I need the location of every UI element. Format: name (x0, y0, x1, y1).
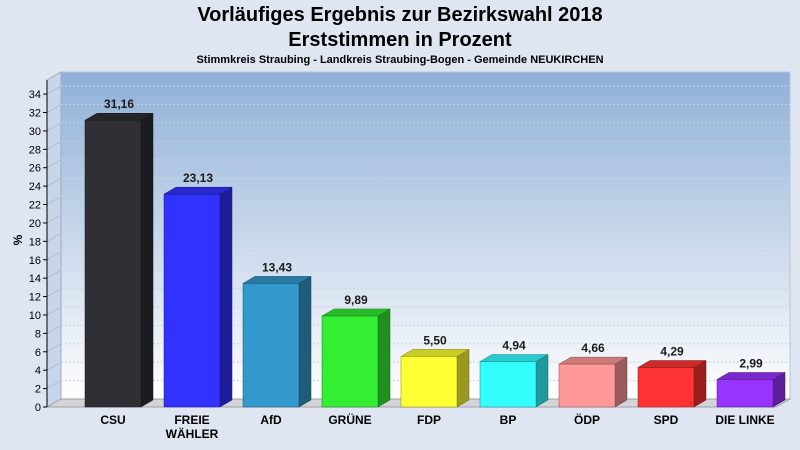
gridline-side (46, 214, 62, 224)
bar-front (242, 283, 300, 408)
bar-side (535, 354, 549, 408)
y-tick-label: 10 (29, 310, 41, 322)
y-tick-label: 2 (35, 384, 41, 396)
bar-front (637, 367, 695, 408)
value-label: 13,43 (262, 260, 292, 274)
y-tick-label: 24 (29, 181, 41, 193)
y-tick-label: 14 (29, 273, 41, 285)
gridline-side (46, 288, 62, 298)
y-tick-label: 34 (29, 89, 41, 101)
bar-top (716, 372, 786, 380)
bar (163, 186, 233, 408)
y-tick-label: 20 (29, 218, 41, 230)
gridline-side (46, 306, 62, 316)
y-tick-label: 4 (35, 365, 41, 377)
category-label: AfD (260, 413, 282, 427)
plot-side-wall (46, 71, 62, 408)
bar-front (558, 363, 616, 408)
bar (242, 275, 312, 408)
bar (400, 348, 470, 408)
gridline-side (46, 196, 62, 205)
y-tick-label: 6 (35, 347, 41, 359)
bar-top (163, 186, 233, 195)
category-label: GRÜNE (328, 412, 371, 427)
bar-side (693, 360, 707, 408)
category-label: CSU (100, 413, 125, 427)
value-label: 31,16 (104, 97, 134, 111)
bar (716, 372, 786, 408)
bar-side (140, 112, 154, 408)
category-label: BP (500, 413, 517, 427)
value-label: 4,29 (660, 345, 684, 359)
bar-front (321, 315, 379, 408)
y-tick-label: 22 (29, 200, 41, 212)
bar-top (637, 360, 707, 368)
value-label: 2,99 (739, 356, 763, 370)
value-label: 5,50 (423, 333, 447, 347)
y-tick-label: 26 (29, 163, 41, 175)
category-label: ÖDP (574, 412, 600, 427)
bars (84, 112, 786, 408)
gridline-side (46, 232, 62, 242)
gridline-side (46, 324, 62, 334)
bar-top (84, 112, 154, 121)
bar-side (377, 308, 391, 408)
category-label: FREIE (174, 413, 209, 427)
y-tick-label: 12 (29, 292, 41, 304)
bar-front (479, 361, 537, 408)
gridline-side (46, 380, 62, 390)
bar-front (400, 356, 458, 408)
y-tick-label: 18 (29, 236, 41, 248)
y-tick-label: 8 (35, 328, 41, 340)
y-tick-label: 30 (29, 126, 41, 138)
gridline-side (46, 361, 62, 371)
bar-side (298, 275, 312, 408)
gridline-side (46, 122, 62, 132)
chart-title-line2: Erststimmen in Prozent (288, 29, 512, 51)
value-label: 23,13 (183, 171, 213, 185)
y-tick-label: 32 (29, 108, 41, 120)
gridline-side (46, 269, 62, 279)
gridline-side (46, 159, 62, 169)
gridline-side (46, 85, 62, 95)
value-label: 4,66 (581, 341, 605, 355)
chart-subtitle: Stimmkreis Straubing - Landkreis Straubi… (196, 54, 604, 66)
bar-top (479, 354, 549, 362)
y-tick-label: 16 (29, 255, 41, 267)
bar-side (219, 186, 233, 408)
category-label: SPD (654, 413, 679, 427)
bar (84, 112, 154, 408)
gridline-side (46, 140, 62, 150)
value-label: 9,89 (344, 293, 368, 307)
bar (558, 356, 628, 408)
bar-side (614, 356, 628, 408)
gridline-side (46, 177, 62, 187)
bar-top (242, 276, 312, 284)
y-tick-label: 28 (29, 144, 41, 156)
y-axis-label: % (11, 234, 25, 245)
bar (321, 308, 391, 408)
bar-top (558, 356, 628, 365)
bar-top (400, 349, 470, 357)
bar (637, 360, 707, 408)
y-tick-label: 0 (35, 402, 41, 414)
bar-front (716, 379, 774, 408)
bar (479, 354, 549, 408)
bar-front (84, 119, 142, 408)
gridline-side (46, 251, 62, 261)
gridline-side (46, 343, 62, 353)
bar-front (163, 193, 221, 408)
gridline-side (46, 104, 62, 113)
bar-side (456, 348, 470, 408)
bar-top (321, 308, 391, 317)
chart-title-line1: Vorläufiges Ergebnis zur Bezirkswahl 201… (197, 4, 603, 26)
value-label: 4,94 (502, 339, 526, 353)
category-label: FDP (417, 413, 441, 427)
category-label: DIE LINKE (715, 413, 774, 427)
category-label: WÄHLER (166, 426, 219, 441)
